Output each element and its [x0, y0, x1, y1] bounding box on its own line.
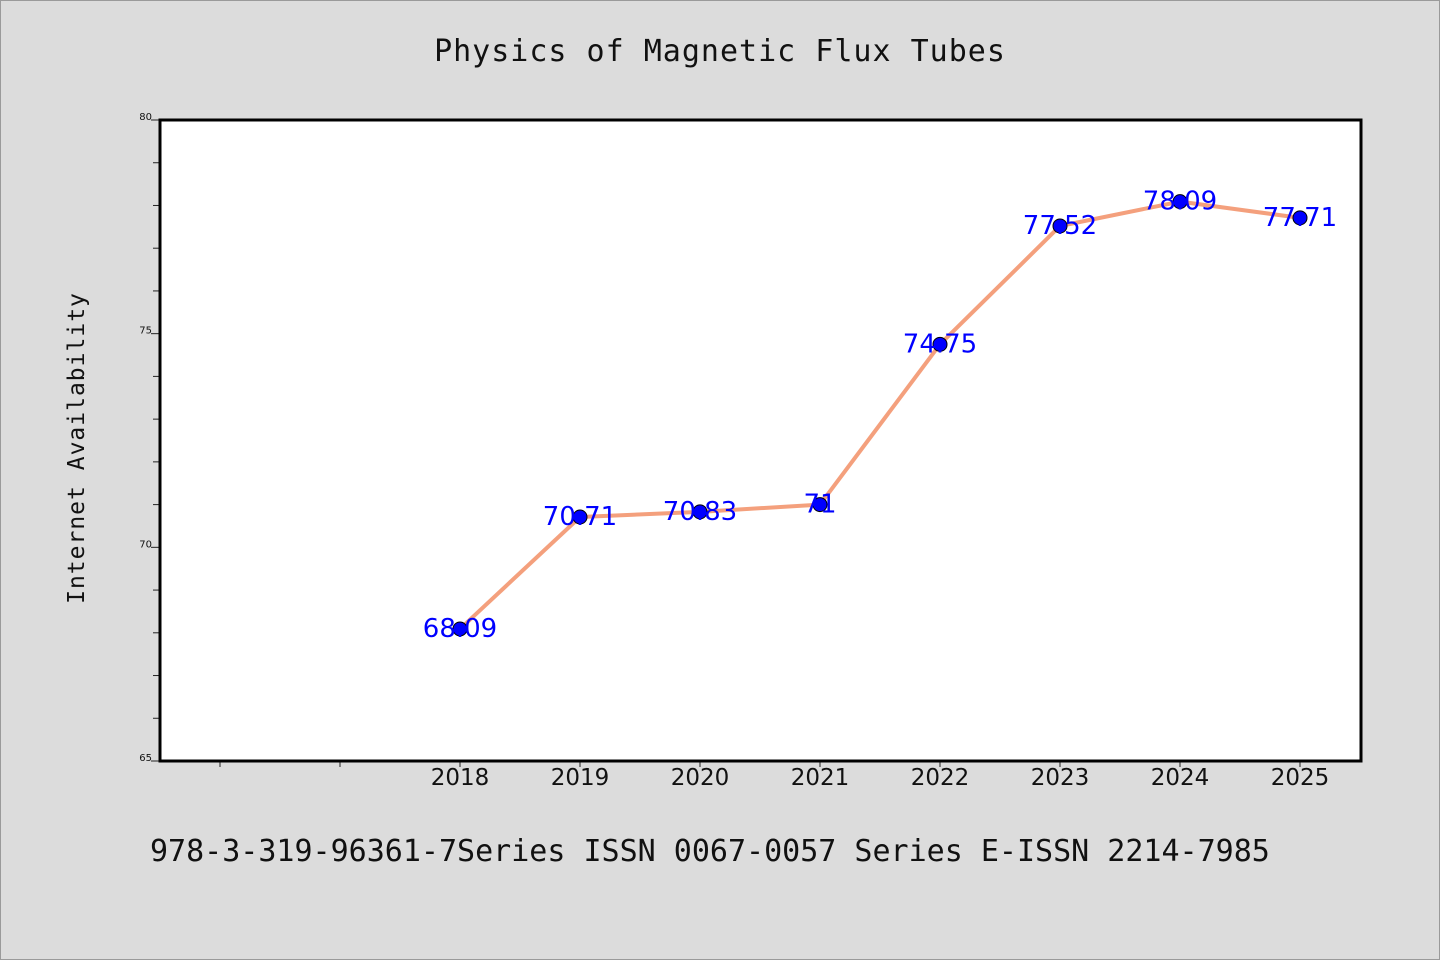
- x-tick-label: 2023: [1031, 765, 1090, 791]
- y-tick-label: 70: [139, 539, 152, 550]
- data-point: [812, 497, 828, 513]
- data-point: [1052, 218, 1068, 234]
- series-line: [458, 199, 1302, 631]
- chart-title: Physics of Magnetic Flux Tubes: [434, 34, 1006, 69]
- x-tick-label: 2025: [1271, 765, 1330, 791]
- y-tick-label: 65: [139, 753, 152, 764]
- data-label: 77.71: [1263, 203, 1337, 233]
- plot-border: [158, 118, 1363, 763]
- x-tick-label: 2024: [1151, 765, 1210, 791]
- footer-isbn-issn: 978-3-319-96361-7Series ISSN 0067-0057 S…: [150, 834, 1270, 869]
- data-point: [932, 336, 948, 352]
- y-tick-label: 75: [139, 326, 152, 337]
- data-label: 70.83: [663, 497, 737, 527]
- y-tick-label: 80: [139, 112, 152, 123]
- data-label: 70.71: [543, 502, 617, 532]
- data-label: 77.52: [1023, 211, 1097, 241]
- plot-area: [160, 120, 1361, 761]
- data-point: [1172, 194, 1188, 210]
- x-tick-label: 2020: [671, 765, 730, 791]
- data-label: 78.09: [1143, 187, 1217, 217]
- x-tick-label: 2018: [431, 765, 490, 791]
- x-tick-label: 2021: [791, 765, 850, 791]
- data-label: 74.75: [903, 329, 977, 359]
- data-point: [692, 504, 708, 520]
- data-point: [572, 509, 588, 525]
- x-tick-label: 2019: [551, 765, 610, 791]
- data-label: 71: [803, 490, 836, 520]
- data-point: [452, 621, 468, 637]
- data-point: [1292, 210, 1308, 226]
- data-label: 68.09: [423, 614, 497, 644]
- x-tick-label: 2022: [911, 765, 970, 791]
